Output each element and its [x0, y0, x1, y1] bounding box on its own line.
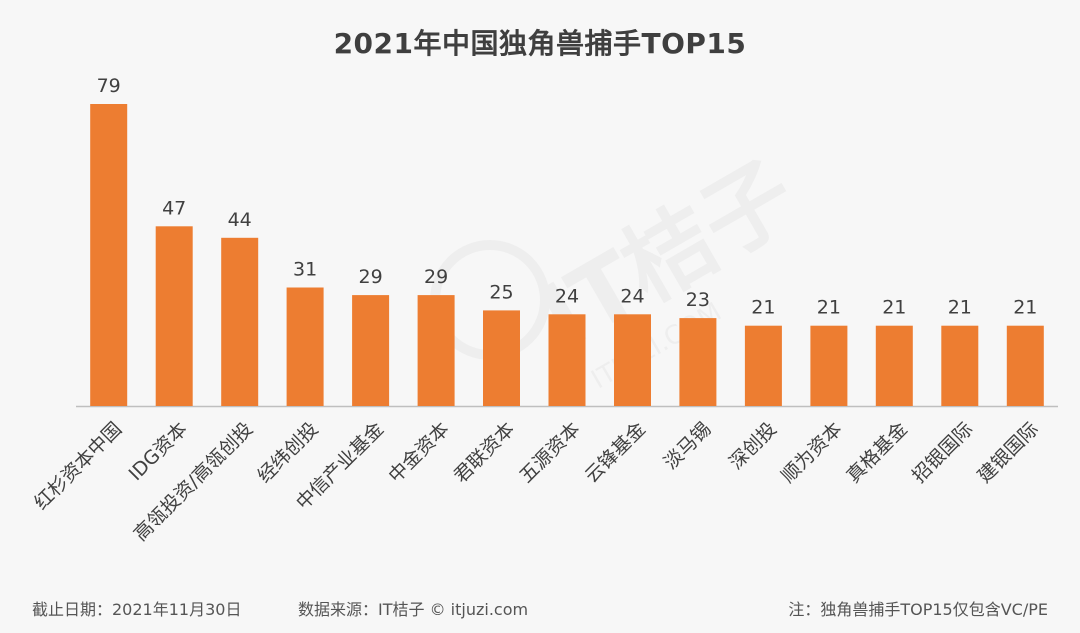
bar-value-label: 23 — [686, 289, 710, 311]
bar-value-label: 21 — [882, 297, 906, 319]
category-label: 中金资本 — [384, 418, 453, 487]
footer-date: 截止日期：2021年11月30日 — [32, 600, 242, 619]
bar — [221, 237, 259, 406]
category-label: 顺为资本 — [777, 418, 846, 487]
bar — [286, 287, 324, 406]
bar-value-label: 21 — [1013, 297, 1037, 319]
bar-value-label: 79 — [97, 75, 121, 97]
footer-note: 注：独角兽捕手TOP15仅包含VC/PE — [788, 600, 1048, 619]
bar — [1006, 325, 1044, 406]
bar-value-label: 29 — [359, 266, 383, 288]
category-label: 高瓴投资/高瓴创投 — [130, 418, 258, 546]
category-label: 淡马锡 — [660, 418, 716, 474]
bar — [90, 104, 128, 406]
bar-value-label: 24 — [620, 285, 644, 307]
bar-value-label: 21 — [948, 297, 972, 319]
bar-value-label: 24 — [555, 285, 579, 307]
bar — [810, 325, 848, 406]
bar — [548, 314, 586, 406]
bar — [941, 325, 979, 406]
bar-value-label: 47 — [162, 197, 186, 219]
bar-value-label: 44 — [228, 209, 252, 231]
category-label: 云锋基金 — [581, 418, 650, 487]
bar — [744, 325, 782, 406]
bar — [875, 325, 913, 406]
bar-value-label: 29 — [424, 266, 448, 288]
chart-title: 2021年中国独角兽捕手TOP15 — [333, 27, 747, 60]
category-label: 真格基金 — [843, 418, 912, 487]
bar — [679, 318, 717, 406]
bar-value-label: 25 — [489, 281, 513, 303]
category-label: 招银国际 — [908, 418, 977, 487]
bar-value-label: 31 — [293, 259, 317, 281]
bar-value-label: 21 — [751, 297, 775, 319]
footer-source: 数据来源：IT桔子 © itjuzi.com — [298, 600, 529, 619]
category-label: 建银国际 — [974, 418, 1043, 487]
bar — [417, 295, 455, 406]
bar — [483, 310, 520, 406]
category-label: 红杉资本中国 — [30, 418, 126, 514]
category-label: IDG资本 — [125, 418, 192, 485]
category-label: 经纬创投 — [253, 418, 322, 487]
category-label: 五源资本 — [515, 418, 584, 487]
bar — [155, 226, 193, 406]
bar — [352, 295, 390, 406]
category-label: 深创投 — [725, 418, 781, 474]
bar-value-label: 21 — [817, 297, 841, 319]
bar — [614, 314, 651, 406]
category-label: 君联资本 — [450, 418, 519, 487]
